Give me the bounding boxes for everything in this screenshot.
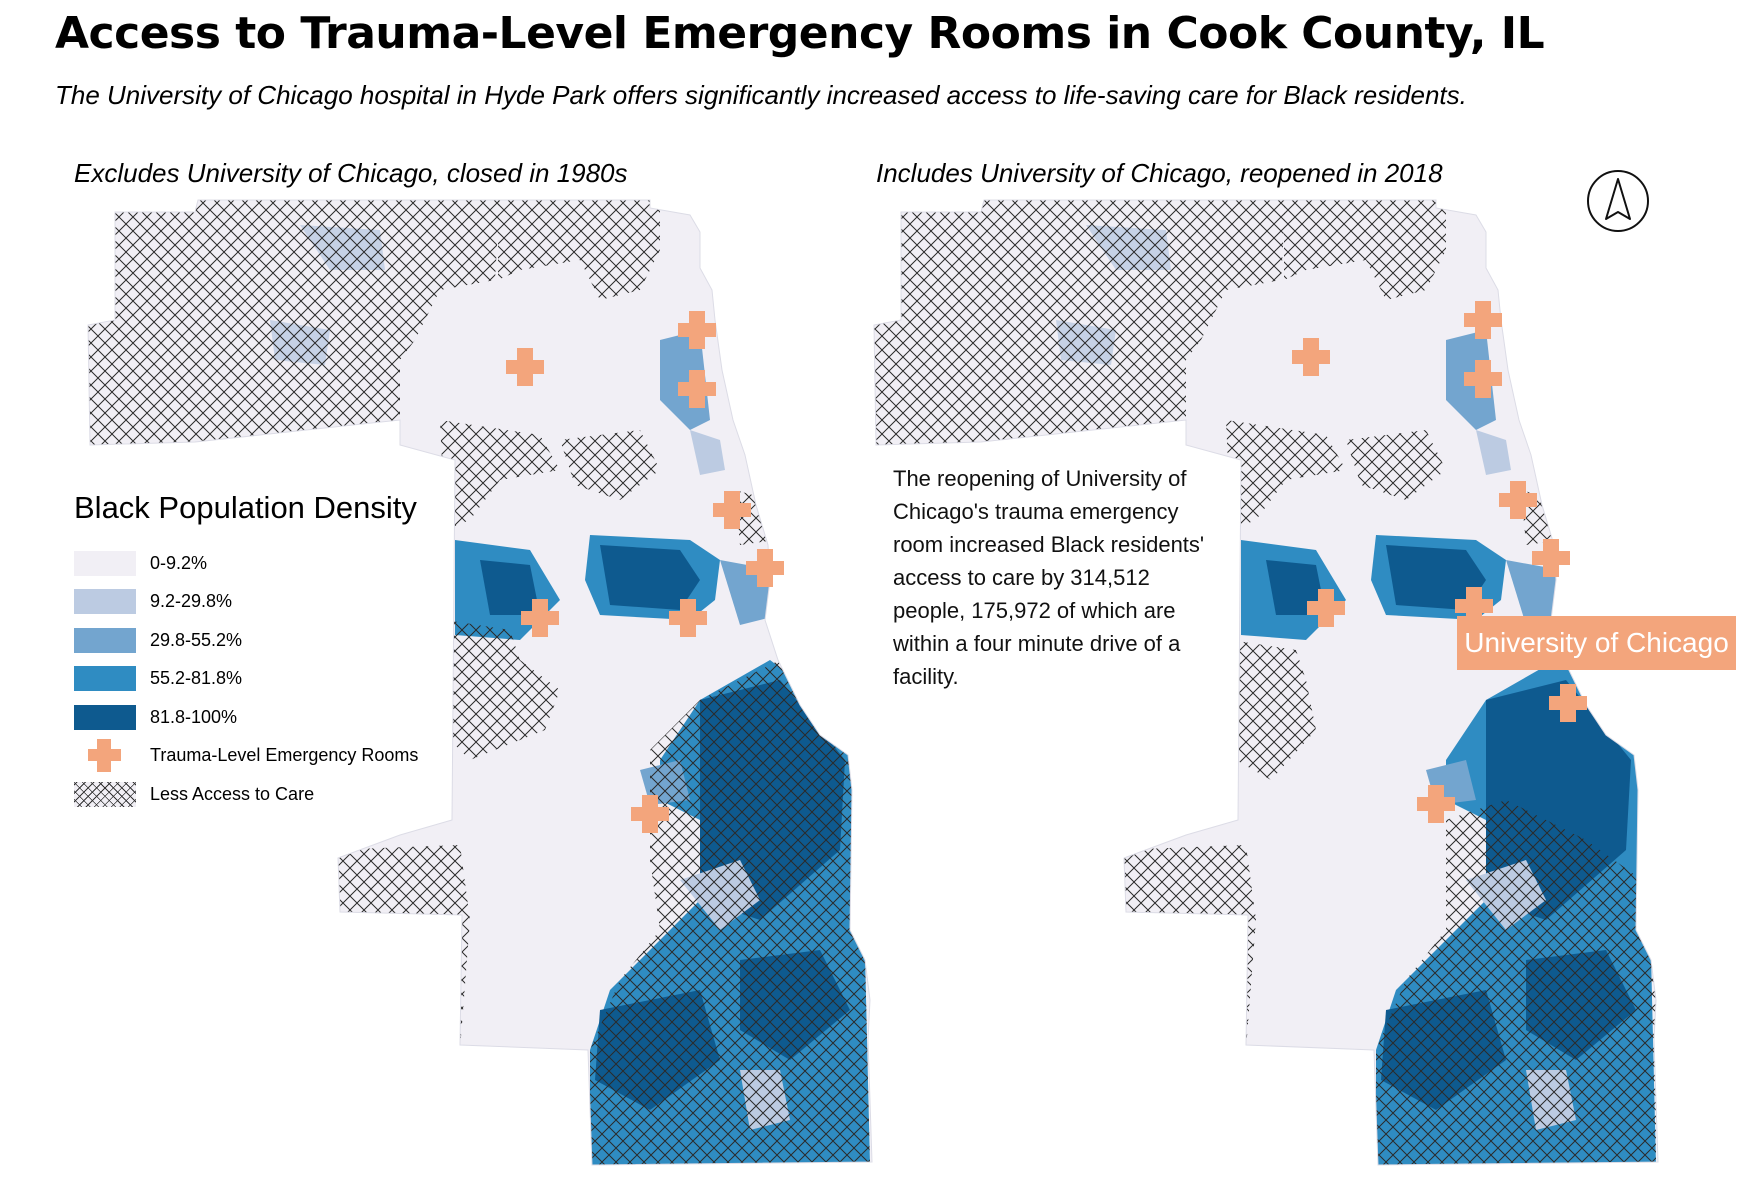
legend-label: 55.2-81.8% — [150, 668, 243, 689]
legend-label: 9.2-29.8% — [150, 591, 233, 612]
right-map-label: Includes University of Chicago, reopened… — [876, 158, 1443, 188]
legend: Black Population Density 0-9.2% 9.2-29.8… — [74, 490, 418, 814]
annotation-text: The reopening of University of Chicago's… — [893, 466, 1205, 689]
legend-swatch — [74, 550, 136, 576]
legend-swatch — [74, 704, 136, 730]
legend-item-class-3: 29.8-55.2% — [74, 621, 418, 660]
legend-item-class-5: 81.8-100% — [74, 698, 418, 737]
legend-label: Trauma-Level Emergency Rooms — [150, 745, 419, 766]
legend-label: 0-9.2% — [150, 552, 208, 573]
legend-title: Black Population Density — [74, 490, 417, 525]
north-arrow-icon — [1587, 170, 1649, 232]
legend-item-class-2: 9.2-29.8% — [74, 583, 418, 622]
legend-label: 29.8-55.2% — [150, 629, 243, 650]
legend-item-class-1: 0-9.2% — [74, 544, 418, 583]
legend-label: Less Access to Care — [150, 783, 315, 804]
legend-swatch — [74, 666, 136, 692]
legend-item-emergency-rooms: Trauma-Level Emergency Rooms — [74, 737, 418, 776]
er-cross-icon — [74, 739, 136, 773]
left-map-label: Excludes University of Chicago, closed i… — [74, 158, 628, 188]
legend-swatch — [74, 627, 136, 653]
legend-swatch — [74, 589, 136, 615]
university-of-chicago-callout: University of Chicago — [1457, 616, 1736, 670]
legend-item-class-4: 55.2-81.8% — [74, 660, 418, 699]
hatch-swatch — [74, 781, 136, 807]
map-title: Access to Trauma-Level Emergency Rooms i… — [55, 8, 1545, 59]
legend-item-less-access: Less Access to Care — [74, 775, 418, 814]
legend-label: 81.8-100% — [150, 706, 238, 727]
map-subtitle: The University of Chicago hospital in Hy… — [55, 80, 1467, 110]
